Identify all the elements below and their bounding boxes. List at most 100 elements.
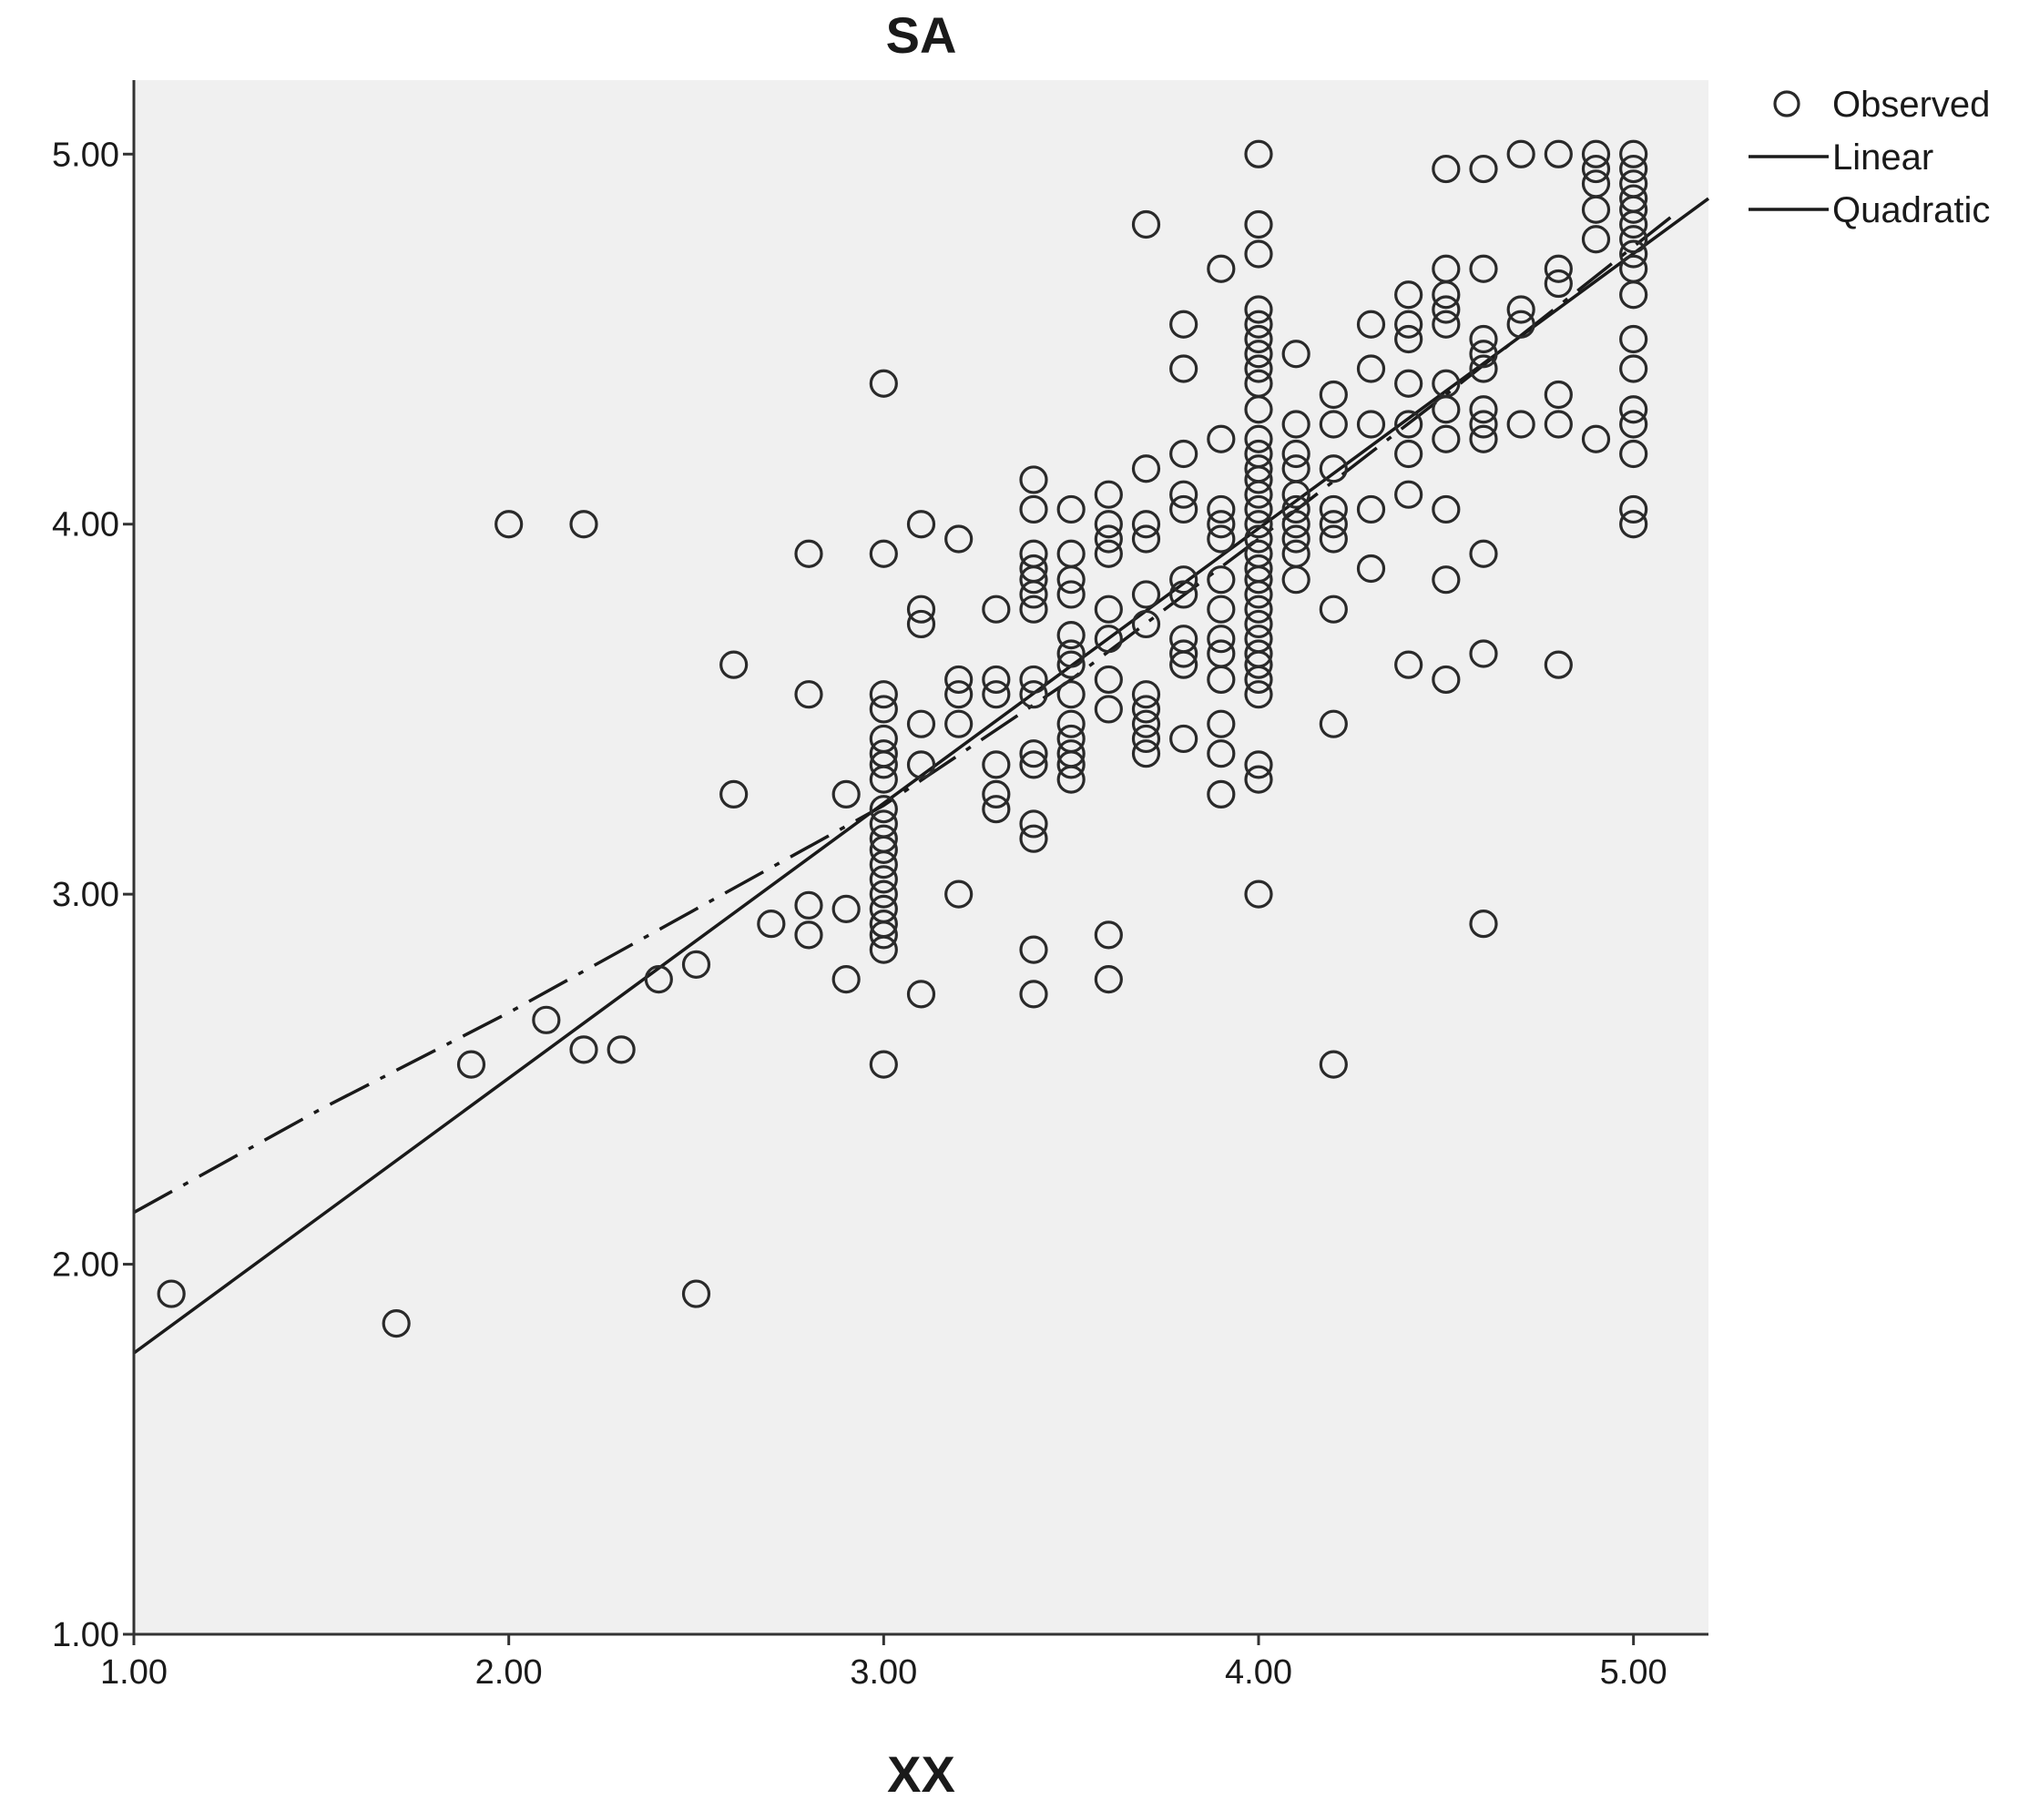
observed-point xyxy=(794,680,823,709)
observed-point xyxy=(1131,695,1161,724)
observed-point xyxy=(1207,524,1236,554)
observed-point xyxy=(1169,650,1198,679)
observed-point xyxy=(1394,280,1423,310)
observed-point xyxy=(1319,595,1348,624)
observed-point xyxy=(1469,340,1498,369)
observed-point xyxy=(1131,709,1161,738)
observed-point xyxy=(1394,439,1423,469)
observed-point xyxy=(1169,724,1198,754)
observed-point xyxy=(1169,439,1198,469)
observed-point xyxy=(1169,639,1198,668)
observed-point xyxy=(1131,739,1161,768)
observed-point xyxy=(1056,621,1086,650)
observed-point xyxy=(1207,625,1236,654)
observed-point xyxy=(1281,410,1310,439)
observed-point xyxy=(944,879,974,909)
observed-point xyxy=(1544,380,1573,410)
observed-point xyxy=(1244,395,1273,424)
observed-point xyxy=(1469,154,1498,184)
observed-point xyxy=(982,795,1011,824)
x-axis-ticks: 1.00 2.00 3.00 4.00 5.00 xyxy=(100,1634,1667,1692)
observed-point xyxy=(1432,295,1461,324)
observed-point xyxy=(1319,454,1348,483)
observed-point xyxy=(1169,580,1198,609)
observed-point xyxy=(869,750,898,779)
observed-point xyxy=(1619,410,1648,439)
observed-point xyxy=(1469,254,1498,283)
observed-point xyxy=(1356,354,1386,383)
observed-point xyxy=(1356,494,1386,524)
observed-point xyxy=(1244,580,1273,609)
observed-point xyxy=(1394,310,1423,339)
observed-point xyxy=(1244,565,1273,595)
observed-point xyxy=(1019,739,1048,768)
observed-point xyxy=(1244,879,1273,909)
observed-point xyxy=(869,795,898,824)
observed-point xyxy=(1019,750,1048,779)
observed-point xyxy=(1169,354,1198,383)
observed-point xyxy=(1619,225,1648,254)
observed-point xyxy=(1094,595,1123,624)
observed-point xyxy=(794,920,823,950)
observed-point xyxy=(831,779,861,809)
observed-point xyxy=(1056,580,1086,609)
observed-point xyxy=(1619,494,1648,524)
observed-point xyxy=(1244,139,1273,168)
observed-point xyxy=(1544,254,1573,283)
observed-point xyxy=(1281,439,1310,469)
observed-point xyxy=(1244,424,1273,453)
observed-point xyxy=(644,965,673,994)
x-tick-label: 5.00 xyxy=(1600,1653,1667,1692)
observed-point xyxy=(1619,324,1648,354)
observed-point xyxy=(1619,439,1648,469)
observed-points xyxy=(157,139,1648,1338)
observed-point xyxy=(1244,465,1273,494)
observed-point xyxy=(1394,480,1423,509)
observed-point xyxy=(1506,410,1535,439)
observed-point xyxy=(869,879,898,909)
observed-point xyxy=(869,680,898,709)
observed-point xyxy=(1281,524,1310,554)
observed-point xyxy=(1056,680,1086,709)
observed-point xyxy=(1281,510,1310,539)
axes xyxy=(132,80,1708,1636)
observed-point xyxy=(1056,494,1086,524)
observed-point xyxy=(944,524,974,554)
observed-point xyxy=(1131,454,1161,483)
observed-point xyxy=(1056,765,1086,794)
observed-point xyxy=(1244,765,1273,794)
observed-point xyxy=(906,980,936,1009)
observed-point xyxy=(1469,539,1498,568)
observed-point xyxy=(1131,510,1161,539)
observed-point xyxy=(1094,695,1123,724)
observed-point xyxy=(1432,310,1461,339)
observed-point xyxy=(1244,354,1273,383)
observed-point xyxy=(1207,494,1236,524)
observed-point xyxy=(1207,709,1236,738)
observed-point xyxy=(569,510,598,539)
observed-point xyxy=(1281,494,1310,524)
observed-point xyxy=(1094,625,1123,654)
observed-point xyxy=(1469,324,1498,354)
observed-point xyxy=(1619,510,1648,539)
observed-point xyxy=(1319,494,1348,524)
observed-point xyxy=(906,510,936,539)
observed-point xyxy=(681,1279,711,1308)
observed-point xyxy=(1056,639,1086,668)
observed-point xyxy=(1094,539,1123,568)
observed-point xyxy=(1169,310,1198,339)
observed-point xyxy=(1581,139,1611,168)
x-axis-label: XX xyxy=(887,1745,955,1803)
observed-point xyxy=(569,1035,598,1064)
observed-point xyxy=(1244,239,1273,269)
observed-point xyxy=(1131,209,1161,239)
y-tick-label: 2.00 xyxy=(52,1246,119,1285)
observed-point xyxy=(1056,750,1086,779)
observed-point xyxy=(1207,665,1236,695)
observed-point xyxy=(1619,195,1648,224)
observed-point xyxy=(1544,650,1573,679)
observed-point xyxy=(1319,524,1348,554)
observed-point xyxy=(1432,665,1461,695)
observed-point xyxy=(1207,739,1236,768)
